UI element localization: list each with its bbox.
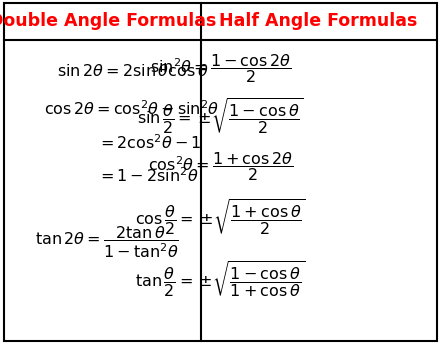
Text: $\cos\dfrac{\theta}{2} = \pm\!\sqrt{\dfrac{1 + \cos\theta}{2}}$: $\cos\dfrac{\theta}{2} = \pm\!\sqrt{\dfr…: [135, 198, 306, 238]
Text: $\sin\dfrac{\theta}{2} = \pm\!\sqrt{\dfrac{1 - \cos\theta}{2}}$: $\sin\dfrac{\theta}{2} = \pm\!\sqrt{\dfr…: [137, 97, 304, 137]
Text: $= 2\cos^2\!\theta - 1$: $= 2\cos^2\!\theta - 1$: [97, 133, 202, 152]
Text: Double Angle Formulas: Double Angle Formulas: [0, 12, 216, 31]
Text: $\cos^2\!\theta = \dfrac{1 + \cos 2\theta}{2}$: $\cos^2\!\theta = \dfrac{1 + \cos 2\thet…: [148, 150, 293, 183]
Text: $\cos 2\theta = \cos^2\!\theta - \sin^2\!\theta$: $\cos 2\theta = \cos^2\!\theta - \sin^2\…: [44, 99, 220, 118]
Text: $= 1 - 2\sin^2\!\theta$: $= 1 - 2\sin^2\!\theta$: [97, 166, 199, 185]
Text: $\sin 2\theta = 2\sin\theta\cos\theta$: $\sin 2\theta = 2\sin\theta\cos\theta$: [57, 63, 209, 78]
Text: $\sin^2\!\theta = \dfrac{1 - \cos 2\theta}{2}$: $\sin^2\!\theta = \dfrac{1 - \cos 2\thet…: [150, 52, 291, 85]
Text: $\tan\dfrac{\theta}{2} = \pm\!\sqrt{\dfrac{1 - \cos\theta}{1 + \cos\theta}}$: $\tan\dfrac{\theta}{2} = \pm\!\sqrt{\dfr…: [135, 260, 306, 300]
Text: $\tan 2\theta = \dfrac{2\tan\theta}{1 - \tan^2\!\theta}$: $\tan 2\theta = \dfrac{2\tan\theta}{1 - …: [35, 225, 179, 260]
Text: Half Angle Formulas: Half Angle Formulas: [220, 12, 418, 31]
